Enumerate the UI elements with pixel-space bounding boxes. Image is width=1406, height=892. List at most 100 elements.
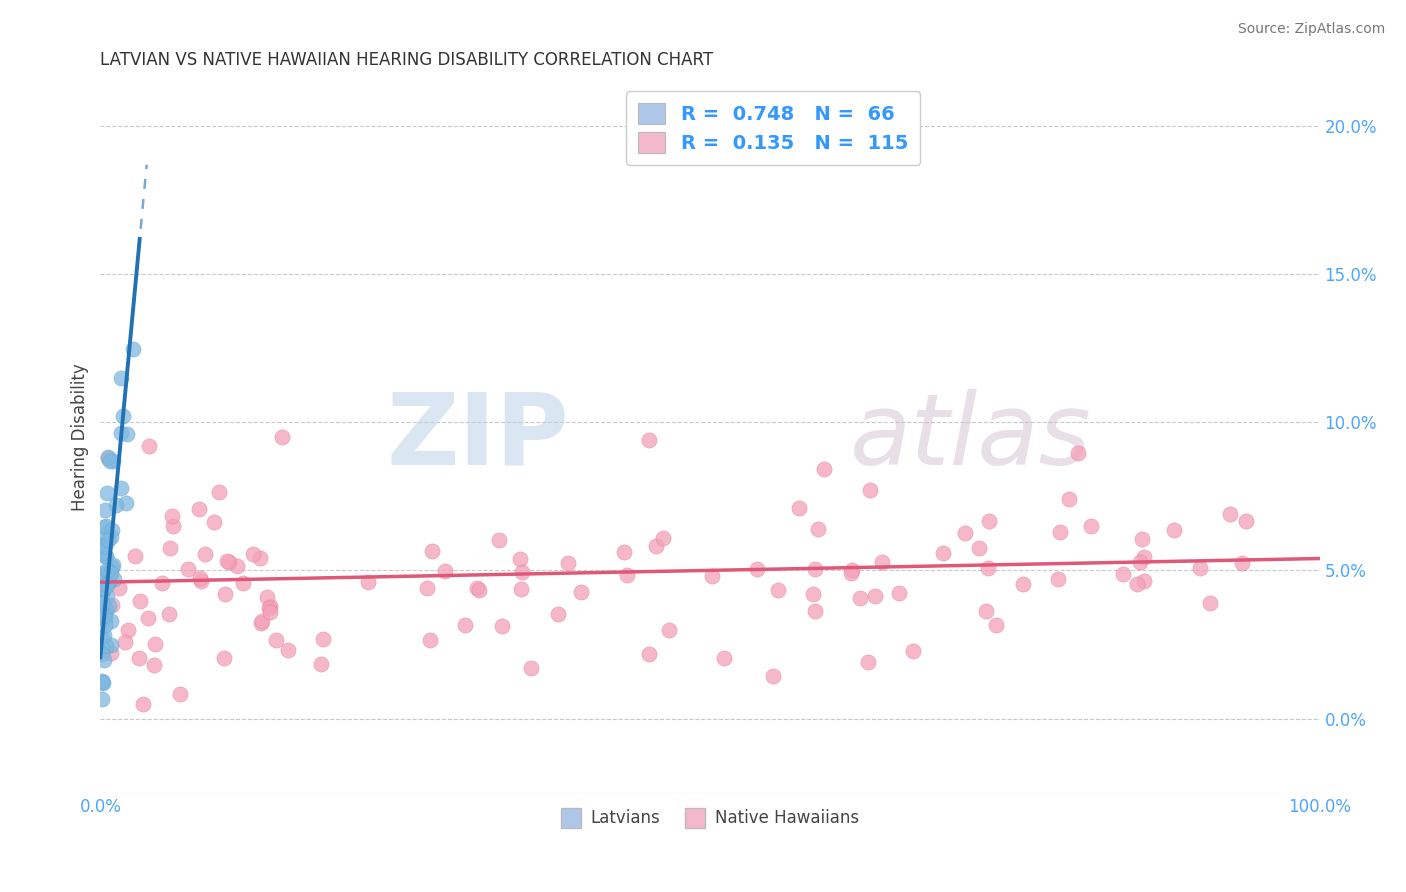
Y-axis label: Hearing Disability: Hearing Disability	[72, 363, 89, 511]
Point	[138, 439, 160, 453]
Point	[612, 545, 634, 559]
Point	[1046, 573, 1069, 587]
Point	[658, 623, 681, 637]
Point	[98, 599, 121, 614]
Point	[101, 559, 124, 574]
Point	[94, 601, 117, 615]
Point	[259, 605, 281, 619]
Point	[638, 648, 661, 662]
Point	[841, 566, 863, 580]
Point	[90, 587, 112, 601]
Point	[256, 590, 278, 604]
Point	[91, 609, 114, 624]
Point	[176, 562, 198, 576]
Point	[434, 564, 457, 578]
Point	[520, 661, 543, 675]
Point	[93, 602, 115, 616]
Point	[509, 552, 531, 566]
Point	[1129, 555, 1152, 569]
Point	[136, 611, 159, 625]
Point	[218, 555, 240, 569]
Point	[257, 601, 280, 615]
Point	[159, 541, 181, 556]
Point	[108, 581, 131, 595]
Point	[212, 651, 235, 665]
Point	[162, 519, 184, 533]
Point	[713, 651, 735, 665]
Point	[90, 641, 112, 656]
Point	[745, 561, 768, 575]
Point	[94, 549, 117, 563]
Text: LATVIAN VS NATIVE HAWAIIAN HEARING DISABILITY CORRELATION CHART: LATVIAN VS NATIVE HAWAIIAN HEARING DISAB…	[100, 51, 713, 69]
Point	[115, 426, 138, 441]
Point	[96, 563, 118, 577]
Point	[420, 544, 443, 558]
Point	[91, 538, 114, 552]
Text: atlas: atlas	[851, 389, 1092, 485]
Point	[96, 577, 118, 591]
Point	[94, 539, 117, 553]
Point	[101, 523, 124, 537]
Point	[90, 596, 112, 610]
Point	[977, 561, 1000, 575]
Point	[90, 692, 112, 706]
Point	[152, 575, 174, 590]
Point	[93, 611, 115, 625]
Point	[311, 632, 333, 647]
Point	[97, 575, 120, 590]
Point	[215, 554, 238, 568]
Point	[100, 646, 122, 660]
Point	[112, 409, 135, 423]
Point	[1012, 577, 1035, 591]
Point	[804, 562, 827, 576]
Point	[94, 612, 117, 626]
Point	[468, 583, 491, 598]
Point	[90, 647, 112, 661]
Point	[93, 628, 115, 642]
Point	[98, 453, 121, 467]
Point	[259, 599, 281, 614]
Point	[93, 520, 115, 534]
Point	[145, 637, 167, 651]
Point	[931, 546, 953, 560]
Point	[90, 675, 112, 690]
Point	[488, 533, 510, 548]
Point	[801, 587, 824, 601]
Point	[967, 541, 990, 556]
Point	[190, 574, 212, 589]
Point	[1188, 561, 1211, 575]
Point	[94, 608, 117, 623]
Point	[160, 508, 183, 523]
Point	[94, 502, 117, 516]
Point	[813, 462, 835, 476]
Point	[129, 594, 152, 608]
Point	[128, 651, 150, 665]
Point	[94, 618, 117, 632]
Point	[110, 426, 132, 441]
Point	[110, 371, 132, 385]
Point	[901, 644, 924, 658]
Point	[97, 574, 120, 588]
Point	[104, 498, 127, 512]
Point	[859, 483, 882, 498]
Point	[93, 581, 115, 595]
Point	[96, 639, 118, 653]
Point	[249, 615, 271, 630]
Point	[103, 454, 125, 468]
Point	[863, 589, 886, 603]
Point	[214, 587, 236, 601]
Point	[91, 605, 114, 619]
Point	[91, 582, 114, 596]
Point	[510, 582, 533, 596]
Point	[955, 525, 977, 540]
Point	[645, 540, 668, 554]
Point	[115, 496, 138, 510]
Point	[804, 604, 827, 618]
Point	[96, 603, 118, 617]
Legend: Latvians, Native Hawaiians: Latvians, Native Hawaiians	[554, 803, 866, 834]
Point	[1132, 532, 1154, 546]
Point	[97, 533, 120, 547]
Point	[103, 572, 125, 586]
Point	[1080, 519, 1102, 533]
Point	[547, 607, 569, 622]
